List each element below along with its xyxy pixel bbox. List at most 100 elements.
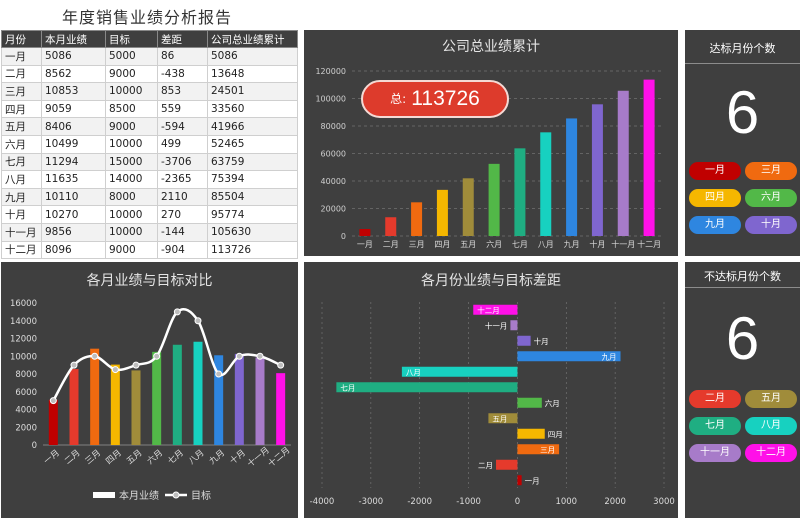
x-tick-label: -4000	[310, 497, 335, 507]
x-tick-label: 0	[515, 497, 520, 507]
table-cell: 10110	[41, 187, 106, 207]
x-tick-label: 1000	[555, 497, 577, 507]
table-cell: 10270	[41, 205, 106, 224]
bar-label: 六月	[545, 398, 560, 408]
header-target: 目标	[105, 30, 158, 48]
table-cell: 10000	[105, 222, 158, 242]
table-cell: 559	[157, 99, 208, 119]
target-point	[277, 361, 285, 369]
bar	[90, 348, 100, 445]
table-cell: 95774	[207, 205, 298, 224]
target-point	[194, 317, 202, 325]
table-cell: 9000	[105, 64, 158, 84]
header-sales: 本月业绩	[41, 30, 106, 48]
target-point	[215, 370, 223, 378]
bar-label: 三月	[540, 445, 555, 454]
bar-label: 一月	[525, 476, 540, 485]
y-tick-label: 14000	[10, 317, 37, 327]
total-badge-value: 113726	[411, 87, 480, 110]
month-pill: 六月	[745, 189, 797, 207]
table-cell: 853	[157, 82, 208, 101]
bar	[488, 413, 518, 424]
gap-chart-title: 各月份业绩与目标差距	[421, 273, 561, 289]
table-row: 十月 10270 10000 270 95774	[1, 205, 298, 224]
table-cell: 33560	[207, 99, 298, 119]
y-tick-label: 10000	[10, 352, 37, 362]
table-cell: 24501	[207, 82, 298, 101]
x-tick-label: 六月	[145, 447, 165, 466]
bar-label: 十一月	[485, 320, 508, 330]
bar	[462, 178, 474, 236]
y-tick-label: 0	[341, 232, 346, 241]
x-tick-label: 六月	[486, 239, 502, 249]
table-cell: -438	[157, 64, 208, 84]
bar	[359, 229, 371, 236]
table-cell: 8406	[41, 117, 106, 136]
month-pill: 十月	[745, 216, 797, 234]
x-tick-label: 十月	[228, 447, 248, 466]
legend-label-target: 目标	[191, 490, 211, 502]
bar	[401, 366, 518, 377]
table-header-row: 月份 本月业绩 目标 差距 公司总业绩累计	[1, 30, 298, 48]
y-tick-label: 0	[32, 441, 37, 451]
table-cell: 52465	[207, 134, 298, 154]
x-tick-label: 二月	[383, 240, 399, 249]
table-row: 十一月 9856 10000 -144 105630	[1, 222, 298, 242]
bar-label: 五月	[492, 414, 507, 423]
x-tick-label: 一月	[42, 448, 61, 467]
table-cell: -594	[157, 117, 208, 136]
bar	[214, 355, 224, 445]
month-pill: 九月	[689, 216, 741, 234]
bar	[193, 341, 203, 445]
header-cumulative: 公司总业绩累计	[207, 30, 298, 48]
y-tick-label: 4000	[15, 406, 37, 416]
table-cell: 63759	[207, 152, 298, 172]
met-months-title: 达标月份个数	[709, 42, 776, 55]
bar	[566, 118, 578, 236]
table-cell: 8500	[105, 99, 158, 119]
missed-months-panel: 不达标月份个数 6 二月 五月 七月 八月 十一月 十二月	[685, 262, 800, 518]
table-cell: 11635	[41, 170, 106, 189]
x-tick-label: 四月	[434, 240, 450, 249]
table-cell: 2110	[157, 187, 208, 207]
bar	[473, 304, 518, 315]
y-tick-label: 16000	[10, 299, 37, 309]
bar-label: 八月	[406, 368, 421, 377]
gap-chart-panel: 各月份业绩与目标差距 -4000 -3000 -2000 -1000 0 1000 2000…	[304, 262, 678, 518]
x-tick-label: 十一月	[611, 239, 635, 249]
y-tick-label: 2000	[15, 423, 37, 433]
table-cell: 9000	[105, 117, 158, 136]
table-row: 三月 10853 10000 853 24501	[1, 82, 298, 101]
x-tick-label: 3000	[653, 497, 675, 507]
table-cell: 三月	[1, 82, 42, 101]
bar	[172, 344, 182, 445]
table-cell: 四月	[1, 99, 42, 119]
bar	[152, 351, 162, 445]
target-point	[49, 397, 57, 405]
table-cell: 85504	[207, 187, 298, 207]
met-months-count: 6	[725, 79, 760, 146]
bar-label: 四月	[548, 430, 563, 439]
table-row: 九月 10110 8000 2110 85504	[1, 187, 298, 207]
month-pill: 五月	[745, 390, 797, 408]
x-tick-label: 三月	[409, 240, 425, 249]
month-pill: 一月	[689, 162, 741, 180]
table-row: 七月 11294 15000 -3706 63759	[1, 152, 298, 172]
bar	[540, 132, 552, 236]
month-pill: 八月	[745, 417, 797, 435]
bar-label: 十月	[534, 336, 549, 346]
table-row: 一月 5086 5000 86 5086	[1, 47, 298, 66]
table-cell: 七月	[1, 152, 42, 172]
bar	[336, 382, 518, 393]
table-cell: 270	[157, 205, 208, 224]
table-cell: 10499	[41, 134, 106, 154]
missed-months-title: 不达标月份个数	[704, 270, 781, 283]
x-tick-label: 一月	[357, 240, 373, 249]
bar	[69, 369, 79, 445]
x-tick-label: 2000	[604, 497, 626, 507]
legend-marker-target	[172, 491, 180, 499]
table-cell: 十月	[1, 205, 42, 224]
table-cell: 9059	[41, 99, 106, 119]
target-point	[235, 352, 243, 360]
table-cell: 499	[157, 134, 208, 154]
